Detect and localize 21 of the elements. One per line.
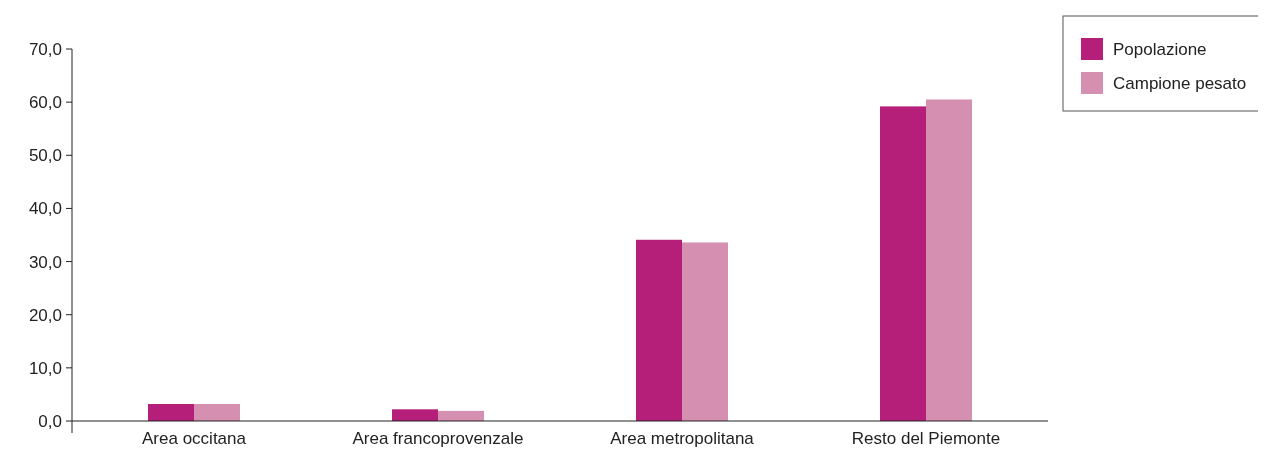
bar: [194, 403, 240, 421]
legend-label: Campione pesato: [1113, 73, 1247, 93]
bar: [682, 242, 728, 421]
y-tick-label: 50,0: [28, 146, 62, 166]
x-tick-label: Area francoprovenzale: [352, 429, 524, 448]
x-tick-label: Area occitana: [142, 429, 247, 448]
y-tick-label: 30,0: [28, 252, 62, 272]
y-tick-label: 60,0: [28, 93, 62, 113]
y-tick-label: 20,0: [28, 305, 62, 325]
bar: [926, 99, 972, 421]
y-tick-label: 70,0: [28, 39, 62, 59]
y-tick-label: 40,0: [28, 199, 62, 219]
legend-label: Popolazione: [1113, 39, 1207, 59]
y-tick-label: 10,0: [28, 358, 62, 378]
bar: [392, 409, 438, 421]
y-tick-label: 0,0: [38, 411, 62, 431]
bar: [148, 403, 194, 421]
x-tick-label: Resto del Piemonte: [851, 429, 1001, 448]
bar: [880, 106, 926, 421]
x-tick-label: Area metropolitana: [610, 429, 755, 448]
bar: [636, 239, 682, 421]
